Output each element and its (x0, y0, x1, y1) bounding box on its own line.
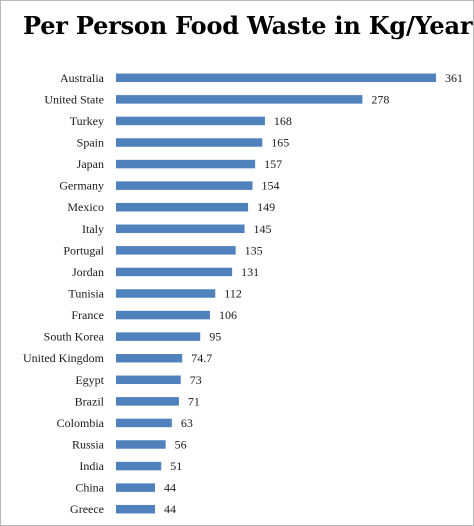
bar (116, 376, 181, 385)
bar (116, 462, 161, 471)
bar (116, 95, 362, 104)
category-label: Colombia (57, 416, 105, 430)
value-label: 145 (254, 222, 272, 236)
category-label: South Korea (44, 330, 105, 344)
bar (116, 419, 172, 428)
value-label: 44 (164, 481, 176, 495)
category-label: Spain (77, 136, 104, 150)
bar (116, 289, 215, 298)
category-label: Jordan (72, 265, 104, 279)
value-label: 44 (164, 502, 176, 516)
value-label: 112 (224, 287, 242, 301)
bar (116, 483, 155, 492)
bar (116, 505, 155, 514)
value-label: 278 (371, 92, 389, 106)
value-label: 63 (181, 416, 193, 430)
category-label: United State (44, 92, 104, 106)
category-label: China (75, 481, 104, 495)
bar (116, 268, 232, 277)
bar (116, 160, 255, 169)
category-label: Turkey (70, 114, 104, 128)
value-label: 168 (274, 114, 292, 128)
category-label: Russia (72, 438, 105, 452)
value-label: 157 (264, 157, 282, 171)
value-label: 74.7 (191, 351, 212, 365)
category-label: Mexico (67, 200, 104, 214)
bar (116, 332, 200, 341)
bar (116, 225, 245, 234)
category-label: United Kingdom (23, 351, 105, 365)
bar (116, 246, 236, 255)
category-label: Germany (59, 179, 104, 193)
category-label: Egypt (75, 373, 104, 387)
bar (116, 354, 182, 363)
category-label: Greece (70, 502, 104, 516)
bar (116, 440, 166, 449)
bar-group: Australia 361 United State 278 Turkey 168 Spai… (23, 71, 463, 516)
category-label: Tunisia (68, 287, 104, 301)
category-label: Italy (82, 222, 104, 236)
category-label: Japan (77, 157, 104, 171)
value-label: 135 (245, 243, 263, 257)
value-label: 56 (175, 438, 187, 452)
value-label: 106 (219, 308, 237, 322)
value-label: 95 (209, 330, 221, 344)
value-label: 361 (445, 71, 463, 85)
bar (116, 74, 436, 83)
bar (116, 117, 265, 126)
bar (116, 397, 179, 406)
category-label: Portugal (63, 243, 104, 257)
bar (116, 203, 248, 212)
bar (116, 138, 262, 147)
category-label: Brazil (75, 394, 105, 408)
category-label: France (71, 308, 104, 322)
value-label: 165 (271, 136, 289, 150)
value-label: 73 (190, 373, 202, 387)
category-label: Australia (60, 71, 105, 85)
value-label: 51 (170, 459, 182, 473)
bar (116, 311, 210, 320)
value-label: 154 (262, 179, 280, 193)
value-label: 131 (241, 265, 259, 279)
category-label: India (79, 459, 104, 473)
bar (116, 181, 253, 190)
value-label: 71 (188, 394, 200, 408)
value-label: 149 (257, 200, 275, 214)
